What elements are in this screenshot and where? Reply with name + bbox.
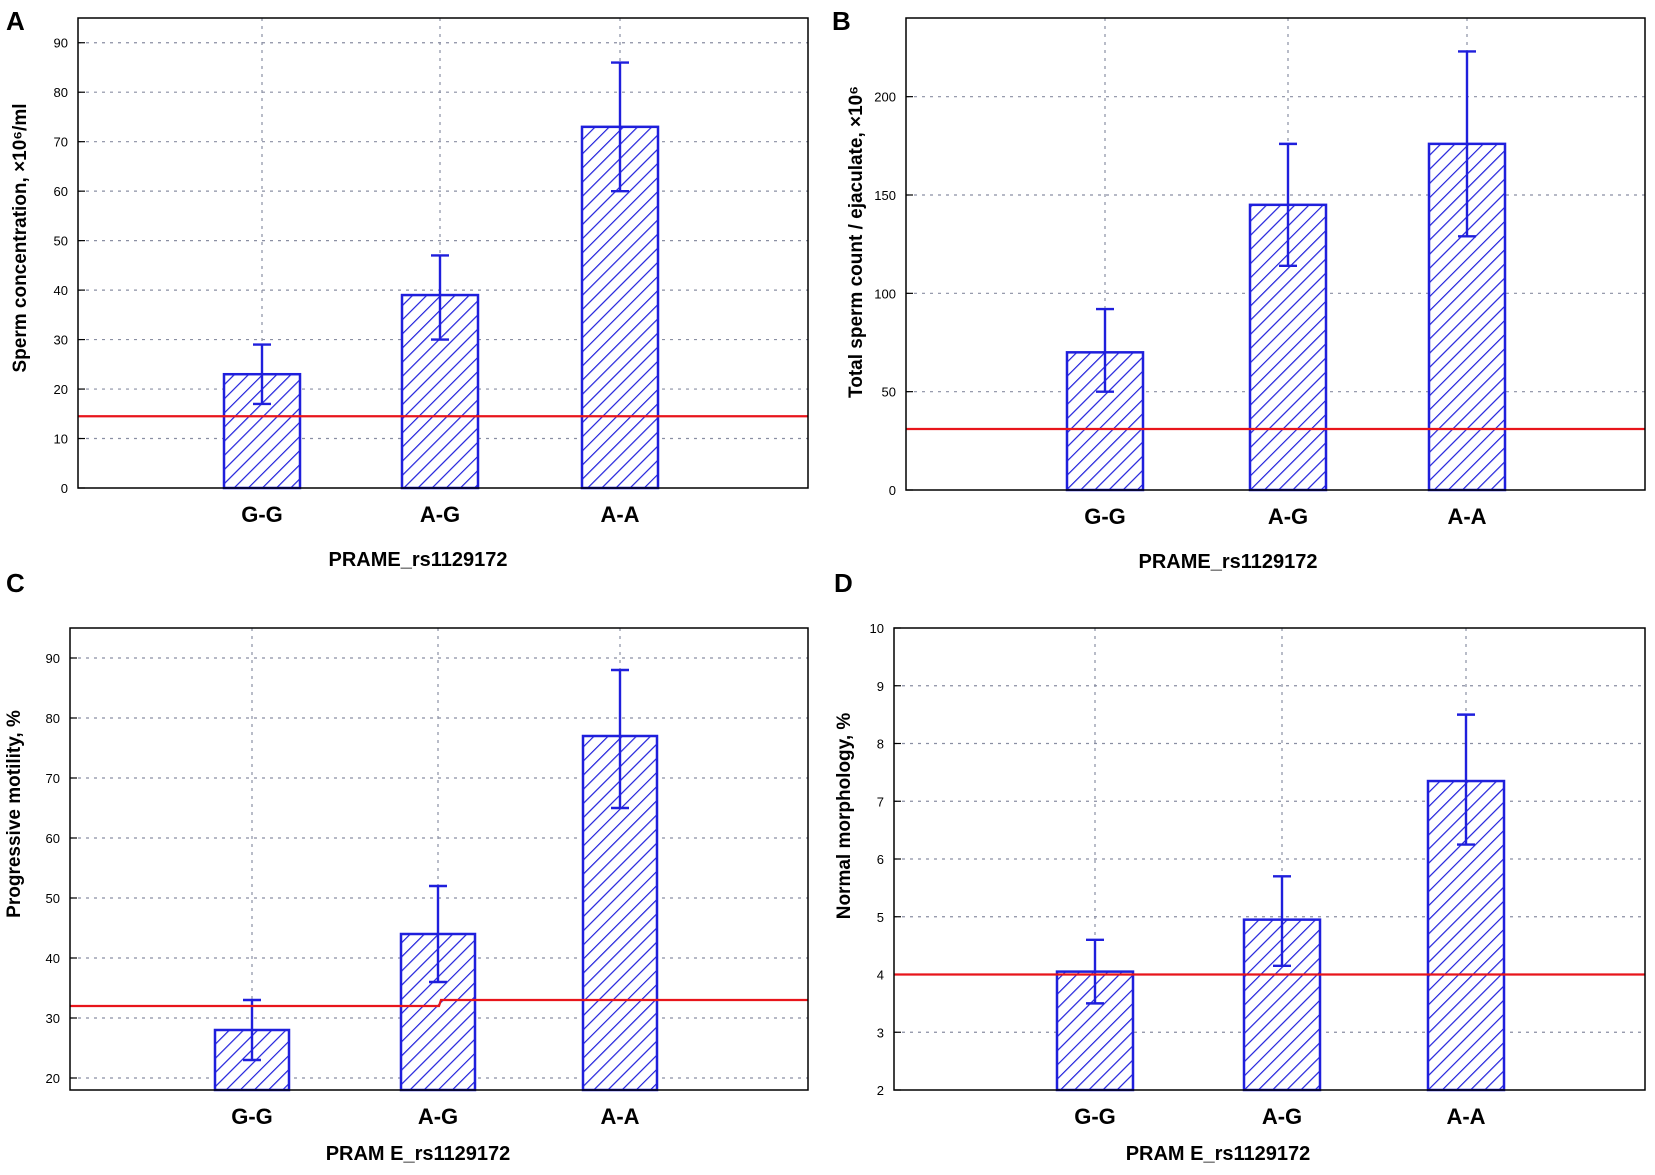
category-label: A-G <box>1262 1104 1302 1129</box>
y-tick-label: 10 <box>870 621 884 636</box>
panel-letter: A <box>6 6 25 36</box>
y-tick-label: 10 <box>54 432 68 447</box>
y-tick-label: 2 <box>877 1083 884 1098</box>
category-label: A-G <box>420 502 460 527</box>
y-tick-label: 200 <box>874 90 896 105</box>
plot-frame <box>893 627 1646 1091</box>
x-axis-label: PRAM E_rs1129172 <box>326 1143 511 1165</box>
y-tick-label: 3 <box>877 1025 884 1040</box>
category-label: A-A <box>600 502 639 527</box>
y-axis-label: Total sperm count / ejaculate, ×10⁶ <box>846 86 867 398</box>
panel-letter: C <box>6 568 25 598</box>
category-label: G-G <box>231 1104 273 1129</box>
category-label: A-G <box>418 1104 458 1129</box>
y-tick-label: 100 <box>874 286 896 301</box>
category-label: G-G <box>1084 504 1126 529</box>
panel-letter: D <box>834 568 853 598</box>
category-label: A-A <box>1446 1104 1485 1129</box>
y-tick-label: 30 <box>46 1011 60 1026</box>
panel-d: D Normal morphology, % PRAM E_rs1129172 … <box>834 568 1646 1165</box>
category-label: A-A <box>600 1104 639 1129</box>
y-tick-label: 80 <box>46 711 60 726</box>
panel-a: A Sperm concentration, ×10⁶/ml PRAME_rs1… <box>6 6 809 571</box>
y-tick-label: 5 <box>877 910 884 925</box>
plot-frame <box>77 17 809 489</box>
plot-frame <box>905 17 1646 491</box>
panel-letter: B <box>832 6 851 36</box>
y-tick-label: 90 <box>54 36 68 51</box>
y-tick-label: 0 <box>61 481 68 496</box>
y-tick-label: 60 <box>54 184 68 199</box>
y-tick-label: 70 <box>46 771 60 786</box>
reference-line <box>70 998 808 1008</box>
category-label: A-G <box>1268 504 1308 529</box>
y-tick-label: 50 <box>882 385 896 400</box>
panel-b: B Total sperm count / ejaculate, ×10⁶ PR… <box>832 6 1646 573</box>
x-axis-label: PRAM E_rs1129172 <box>1126 1143 1311 1165</box>
y-axis-label: Progressive motility, % <box>4 710 25 918</box>
x-axis-label: PRAME_rs1129172 <box>1138 551 1317 573</box>
y-tick-label: 7 <box>877 794 884 809</box>
y-tick-label: 20 <box>54 382 68 397</box>
y-tick-label: 40 <box>46 951 60 966</box>
y-tick-label: 50 <box>46 891 60 906</box>
category-label: G-G <box>1074 1104 1116 1129</box>
y-tick-label: 8 <box>877 737 884 752</box>
y-tick-label: 150 <box>874 188 896 203</box>
y-tick-label: 4 <box>877 968 884 983</box>
y-tick-label: 90 <box>46 651 60 666</box>
y-tick-label: 20 <box>46 1071 60 1086</box>
y-tick-label: 0 <box>889 483 896 498</box>
category-label: G-G <box>241 502 283 527</box>
y-tick-label: 30 <box>54 333 68 348</box>
plot-frame <box>69 627 809 1091</box>
y-tick-label: 70 <box>54 135 68 150</box>
y-axis-label: Sperm concentration, ×10⁶/ml <box>10 103 31 372</box>
panel-c: C Progressive motility, % PRAM E_rs11291… <box>4 568 809 1165</box>
y-tick-label: 60 <box>46 831 60 846</box>
y-axis-label: Normal morphology, % <box>834 713 855 920</box>
y-tick-label: 40 <box>54 283 68 298</box>
y-tick-label: 6 <box>877 852 884 867</box>
category-label: A-A <box>1447 504 1486 529</box>
y-tick-label: 9 <box>877 679 884 694</box>
y-tick-label: 50 <box>54 234 68 249</box>
y-tick-label: 80 <box>54 85 68 100</box>
x-axis-label: PRAME_rs1129172 <box>328 549 507 571</box>
